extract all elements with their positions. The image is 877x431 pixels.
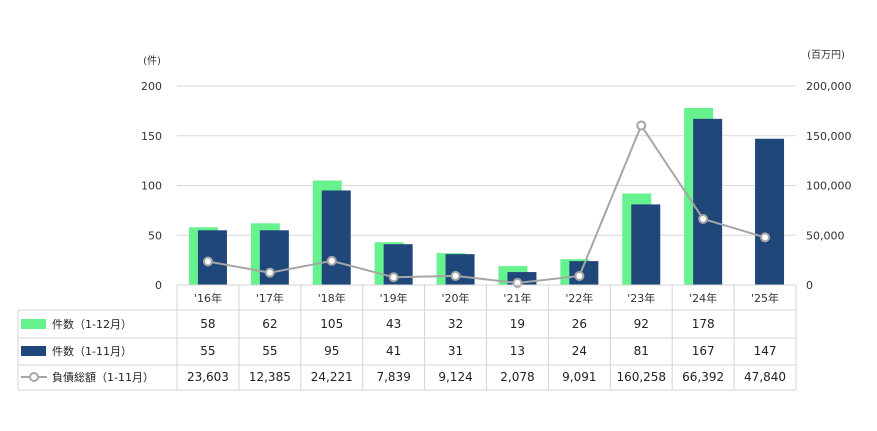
category-label: '19年 xyxy=(380,291,408,305)
debt-point xyxy=(760,232,771,243)
debt-point xyxy=(388,272,399,283)
bar-11m xyxy=(321,190,351,285)
table-cell: 178 xyxy=(692,317,715,331)
table-cell: 92 xyxy=(634,317,649,331)
category-label: '21年 xyxy=(503,291,531,305)
y-right-tick-label: 200,000 xyxy=(806,80,852,93)
legend-label: 件数（1-12月） xyxy=(52,318,132,331)
debt-point xyxy=(512,277,523,288)
y-right-tick-label: 100,000 xyxy=(806,180,852,193)
category-label: '23年 xyxy=(627,291,655,305)
table-cell: 24,221 xyxy=(311,370,353,384)
legend-label: 負債総額（1-11月） xyxy=(52,370,154,384)
debt-point xyxy=(450,270,461,281)
bar-11m xyxy=(755,138,785,285)
table-cell: 12,385 xyxy=(249,370,291,384)
y-right-unit: (百万円) xyxy=(807,49,845,61)
y-left-tick-label: 150 xyxy=(141,130,162,143)
y-right-tick-label: 150,000 xyxy=(806,130,852,143)
legend-label: 件数（1-11月） xyxy=(52,345,132,358)
category-label: '22年 xyxy=(565,291,593,305)
table-cell: 147 xyxy=(754,344,777,358)
table-cell: 32 xyxy=(448,317,463,331)
y-right-tick-label: 0 xyxy=(806,279,813,292)
legend-key-11m xyxy=(21,346,46,356)
table-cell: 66,392 xyxy=(682,370,724,384)
debt-point xyxy=(698,213,709,224)
table-cell: 24 xyxy=(572,344,587,358)
debt-point xyxy=(264,267,275,278)
table-cell: 41 xyxy=(386,344,401,358)
category-label: '24年 xyxy=(689,291,717,305)
debt-line xyxy=(207,123,766,284)
debt-point xyxy=(574,270,585,281)
table-cell: 23,603 xyxy=(187,370,229,384)
bar-11m xyxy=(693,118,723,286)
debt-point xyxy=(202,256,213,267)
table-cell: 43 xyxy=(386,317,401,331)
bar-11m xyxy=(445,254,475,285)
table-cell: 2,078 xyxy=(500,370,534,384)
debt-point xyxy=(326,255,337,266)
table-cell: 81 xyxy=(634,344,649,358)
y-right-tick-label: 50,000 xyxy=(806,229,845,242)
bar-11m xyxy=(197,230,227,285)
table-cell: 105 xyxy=(320,317,343,331)
table-cell: 160,258 xyxy=(616,370,666,384)
table-cell: 19 xyxy=(510,317,525,331)
y-left-unit: (件) xyxy=(143,55,161,67)
category-label: '16年 xyxy=(194,291,222,305)
table-cell: 95 xyxy=(324,344,339,358)
category-label: '17年 xyxy=(256,291,284,305)
y-left-tick-label: 50 xyxy=(148,229,162,242)
y-left-tick-label: 100 xyxy=(141,180,162,193)
table-cell: 31 xyxy=(448,344,463,358)
table-cell: 26 xyxy=(572,317,587,331)
table-cell: 13 xyxy=(510,344,525,358)
bar-11m xyxy=(631,204,661,285)
category-label: '18年 xyxy=(318,291,346,305)
y-left-tick-label: 200 xyxy=(141,80,162,93)
legend-key-12m xyxy=(21,319,46,329)
table-cell: 62 xyxy=(262,317,277,331)
table-cell: 9,124 xyxy=(438,370,472,384)
table-cell: 7,839 xyxy=(376,370,410,384)
table-cell: 55 xyxy=(262,344,277,358)
debt-point xyxy=(636,120,647,131)
table-cell: 9,091 xyxy=(562,370,596,384)
table-cell: 58 xyxy=(200,317,215,331)
category-label: '25年 xyxy=(751,291,779,305)
legend-key-debt-marker xyxy=(29,372,39,382)
bar-11m xyxy=(259,230,289,285)
table-cell: 55 xyxy=(200,344,215,358)
category-label: '20年 xyxy=(442,291,470,305)
table-cell: 167 xyxy=(692,344,715,358)
table-cell: 47,840 xyxy=(744,370,786,384)
y-left-tick-label: 0 xyxy=(155,279,162,292)
